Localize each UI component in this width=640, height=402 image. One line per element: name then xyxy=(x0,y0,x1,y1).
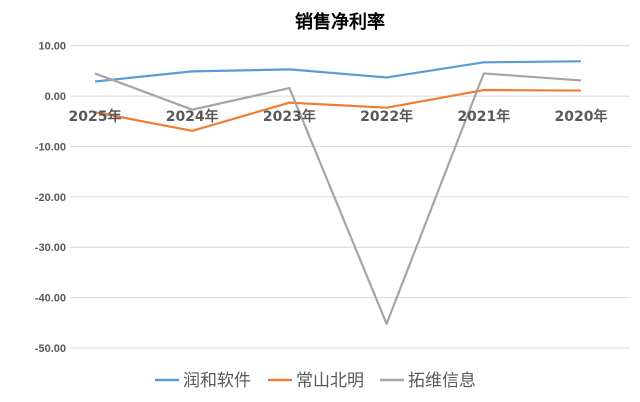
x-tick-label: 2025年 xyxy=(69,108,122,125)
y-tick-label: -10.00 xyxy=(35,141,66,153)
x-tick-label: 2022年 xyxy=(360,108,413,125)
series-line xyxy=(94,72,582,325)
x-tick-label: 2021年 xyxy=(457,108,510,125)
x-tick-label: 2020年 xyxy=(555,108,608,125)
series-line xyxy=(94,60,582,83)
x-tick-label: 2024年 xyxy=(166,108,219,125)
y-tick-label: -50.00 xyxy=(35,343,66,355)
legend-label: 常山北明 xyxy=(296,371,364,391)
y-tick-label: 10.00 xyxy=(38,41,66,53)
y-tick-label: -40.00 xyxy=(35,293,66,305)
y-tick-label: 0.00 xyxy=(45,91,66,103)
chart-title: 销售净利率 xyxy=(295,11,385,33)
legend-label: 润和软件 xyxy=(183,371,251,391)
series-line xyxy=(94,88,582,132)
y-tick-label: -30.00 xyxy=(35,242,66,254)
y-tick-label: -20.00 xyxy=(35,192,66,204)
x-tick-label: 2023年 xyxy=(263,108,316,125)
legend-label: 拓维信息 xyxy=(408,371,476,391)
